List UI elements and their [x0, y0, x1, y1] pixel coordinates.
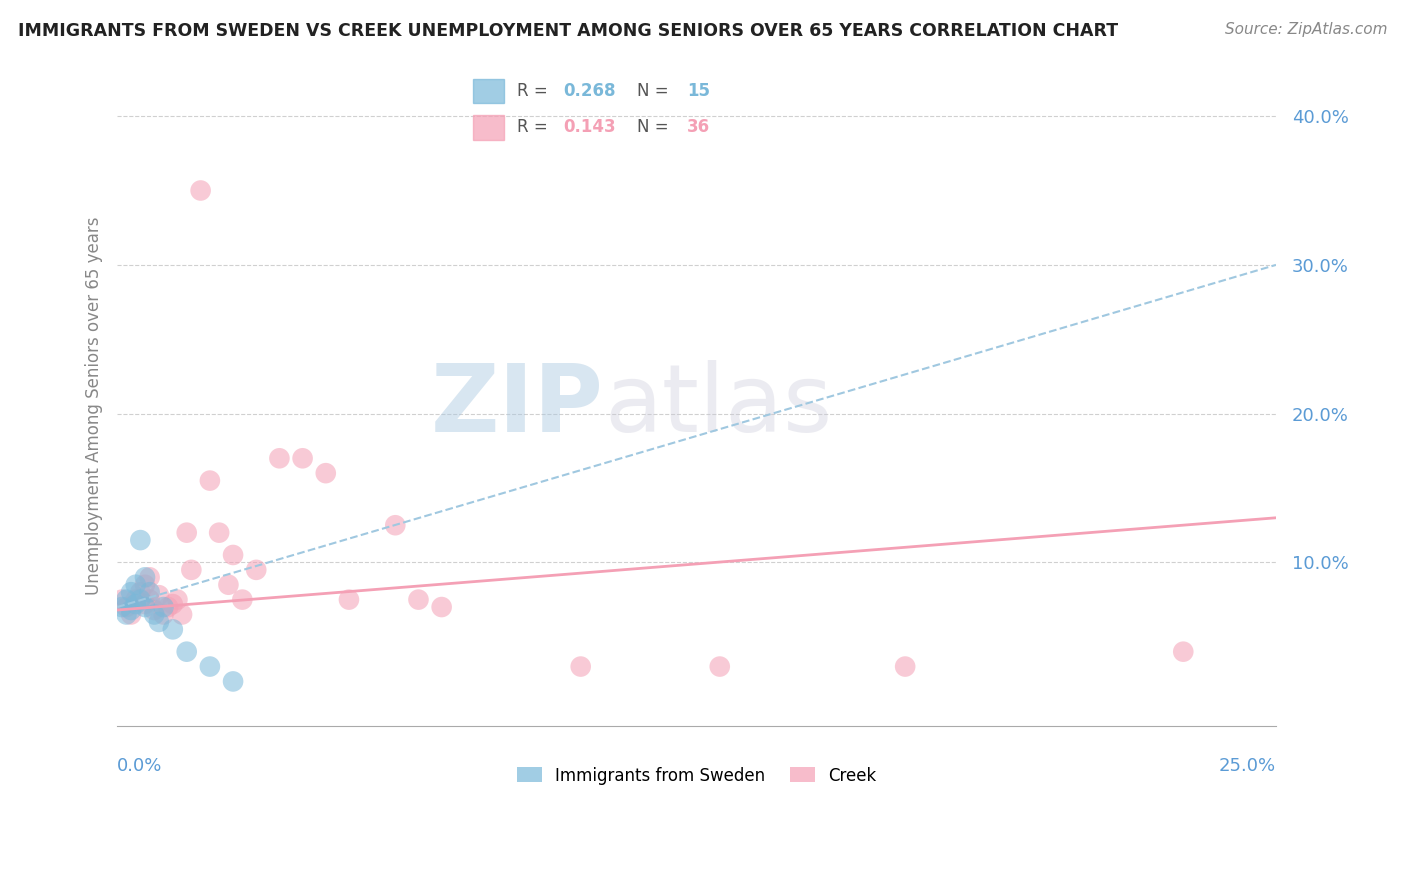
Bar — [474, 79, 505, 103]
Text: 0.143: 0.143 — [562, 119, 616, 136]
Y-axis label: Unemployment Among Seniors over 65 years: Unemployment Among Seniors over 65 years — [86, 217, 103, 596]
Point — [269, 451, 291, 466]
Point — [157, 600, 180, 615]
Point — [134, 578, 156, 592]
Bar — [474, 115, 505, 140]
Point — [125, 597, 148, 611]
Point — [176, 525, 198, 540]
Text: IMMIGRANTS FROM SWEDEN VS CREEK UNEMPLOYMENT AMONG SENIORS OVER 65 YEARS CORRELA: IMMIGRANTS FROM SWEDEN VS CREEK UNEMPLOY… — [18, 22, 1118, 40]
Point — [384, 518, 406, 533]
Point — [143, 603, 166, 617]
Text: 15: 15 — [686, 82, 710, 100]
Point — [162, 623, 184, 637]
Point — [134, 570, 156, 584]
Point — [231, 592, 253, 607]
Point — [120, 603, 142, 617]
Point — [162, 597, 184, 611]
Point — [430, 600, 453, 615]
Point — [143, 607, 166, 622]
Point — [180, 563, 202, 577]
Point — [115, 600, 138, 615]
Point — [115, 592, 138, 607]
Point — [148, 588, 170, 602]
Point — [217, 578, 239, 592]
Text: 36: 36 — [686, 119, 710, 136]
Point — [152, 607, 174, 622]
Text: ZIP: ZIP — [432, 360, 605, 452]
Point — [129, 585, 152, 599]
Point — [148, 615, 170, 629]
Text: R =: R = — [516, 119, 553, 136]
Text: N =: N = — [637, 82, 673, 100]
Point — [129, 533, 152, 547]
Point — [125, 592, 148, 607]
Point — [125, 578, 148, 592]
Point — [134, 597, 156, 611]
Point — [222, 674, 245, 689]
Point — [129, 592, 152, 607]
Point — [408, 592, 430, 607]
Point — [208, 525, 231, 540]
Point — [138, 570, 160, 584]
Point — [709, 659, 731, 673]
Point — [569, 659, 592, 673]
Point — [120, 607, 142, 622]
Text: 0.268: 0.268 — [562, 82, 616, 100]
Point — [138, 592, 160, 607]
Point — [315, 466, 337, 480]
Point — [134, 600, 156, 615]
Point — [152, 600, 174, 615]
Text: 25.0%: 25.0% — [1219, 756, 1277, 775]
Text: N =: N = — [637, 119, 673, 136]
Point — [115, 607, 138, 622]
Point — [1173, 645, 1195, 659]
Point — [176, 645, 198, 659]
Text: Source: ZipAtlas.com: Source: ZipAtlas.com — [1225, 22, 1388, 37]
Point — [337, 592, 360, 607]
Text: 0.0%: 0.0% — [117, 756, 163, 775]
Point — [190, 184, 212, 198]
Point — [111, 592, 134, 607]
Text: atlas: atlas — [605, 360, 832, 452]
Point — [291, 451, 314, 466]
Point — [138, 585, 160, 599]
Text: R =: R = — [516, 82, 553, 100]
Point — [120, 585, 142, 599]
Point — [172, 607, 194, 622]
Point — [222, 548, 245, 562]
Point — [198, 474, 221, 488]
Point — [166, 592, 188, 607]
Legend: Immigrants from Sweden, Creek: Immigrants from Sweden, Creek — [510, 760, 883, 791]
Point — [198, 659, 221, 673]
Point — [111, 600, 134, 615]
Point — [894, 659, 917, 673]
Point — [245, 563, 267, 577]
